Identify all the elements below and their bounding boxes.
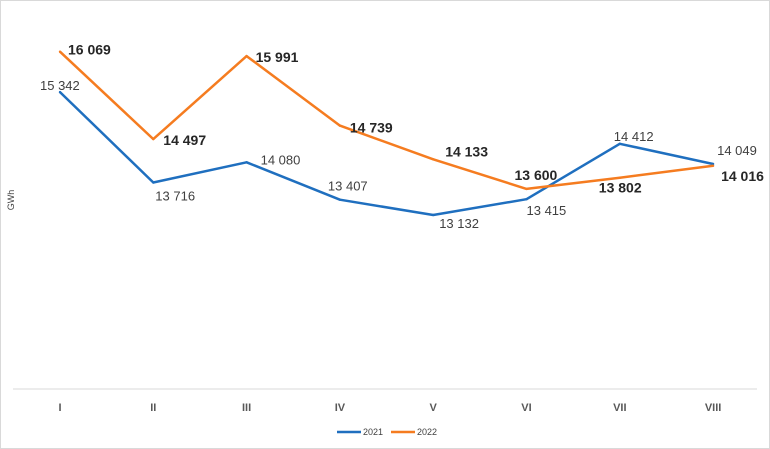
data-point-2021-II: [152, 181, 155, 184]
x-tick-label-II: II: [150, 402, 156, 414]
x-tick-label-III: III: [242, 402, 251, 414]
data-point-2022-IV: [338, 124, 342, 127]
x-tick-label-V: V: [430, 402, 438, 414]
data-label-2022-VII: 13 802: [599, 180, 642, 196]
x-tick-layer: I II III IV V VI VII VIII: [58, 402, 721, 414]
series-line-2021: [59, 91, 714, 217]
data-point-2021-IV: [338, 198, 342, 201]
data-point-2022-III: [245, 54, 248, 58]
series-layer: [58, 50, 715, 217]
data-label-2022-VIII: 14 016: [721, 168, 764, 184]
legend-label-2021: 2021: [363, 427, 383, 437]
data-label-2022-V: 14 133: [445, 143, 488, 159]
data-point-2022-V: [432, 158, 435, 161]
x-tick-label-I: I: [58, 402, 61, 414]
data-label-2021-I: 15 342: [40, 78, 80, 93]
data-label-2021-III: 14 080: [261, 152, 301, 167]
legend: 2021 2022: [337, 427, 437, 437]
data-label-layer: 15 342 13 716 14 080 13 407 13 132 13 415 14 4…: [40, 42, 764, 231]
legend-label-2022: 2022: [417, 427, 437, 437]
data-label-2022-IV: 14 739: [350, 120, 393, 136]
data-point-2022-VIII: [711, 164, 715, 168]
data-label-2021-II: 13 716: [155, 188, 195, 203]
data-point-2021-VI: [525, 198, 528, 201]
data-point-2021-I: [58, 90, 62, 94]
data-point-2022-VII: [618, 176, 621, 179]
data-label-2021-VII: 14 412: [614, 129, 654, 144]
data-point-2021-VIII: [711, 162, 715, 166]
data-label-2021-VI: 13 415: [527, 203, 567, 218]
x-tick-label-VI: VI: [521, 402, 531, 414]
y-axis-label: GWh: [6, 190, 16, 211]
x-tick-label-IV: IV: [335, 402, 346, 414]
data-point-2022-II: [152, 137, 155, 141]
data-point-2022-I: [58, 50, 62, 53]
data-label-2021-VIII: 14 049: [717, 143, 757, 158]
data-label-2022-II: 14 497: [163, 132, 206, 148]
data-point-2021-III: [245, 161, 248, 164]
data-point-2021-VII: [618, 142, 621, 146]
data-label-2022-III: 15 991: [256, 49, 299, 65]
data-label-2022-VI: 13 600: [515, 167, 558, 183]
data-label-2021-V: 13 132: [439, 216, 479, 231]
data-point-2022-VI: [525, 187, 528, 191]
data-label-2021-IV: 13 407: [328, 179, 368, 194]
x-tick-label-VII: VII: [613, 402, 626, 414]
data-point-2021-V: [432, 213, 435, 217]
x-tick-label-VIII: VIII: [705, 402, 722, 414]
series-line-2022: [59, 50, 714, 191]
data-label-2022-I: 16 069: [68, 42, 111, 58]
